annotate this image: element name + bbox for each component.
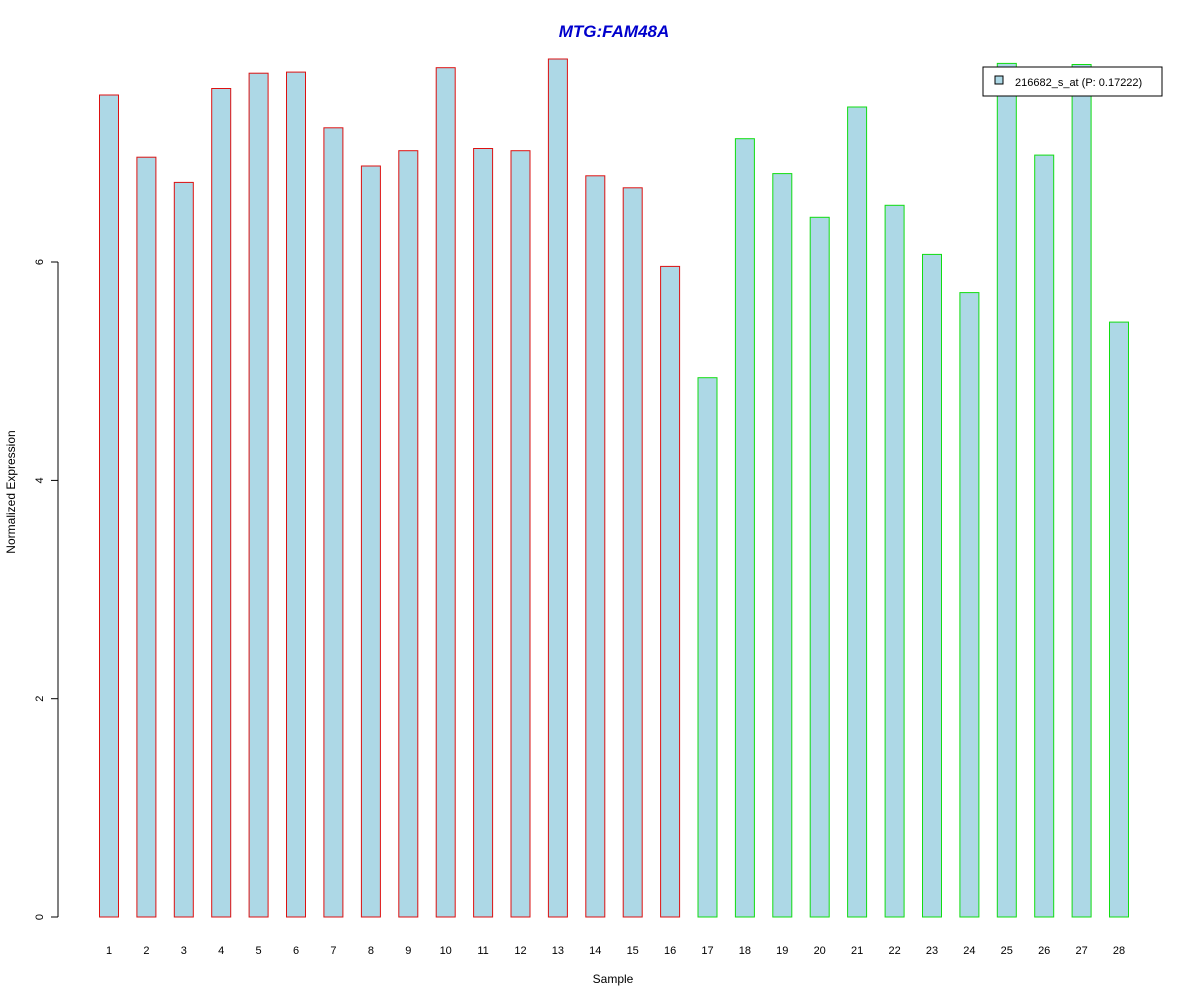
y-tick-label: 6 [34, 259, 46, 265]
x-tick-label: 18 [739, 945, 751, 957]
x-tick-label: 26 [1038, 945, 1050, 957]
x-tick-label: 27 [1075, 945, 1087, 957]
bar-sample-22 [884, 204, 905, 918]
x-tick-labels: 1 2 3 4 5 6 7 8 9 10 11 12 13 14 15 16 17 18 19 20 21 22 23 24 2… [106, 945, 1125, 957]
x-tick-label: 6 [293, 945, 299, 957]
bar-sample-21 [847, 106, 868, 918]
y-axis-label: Normalized Expression [4, 430, 18, 553]
legend-box [982, 66, 1163, 97]
bar-sample-26 [1034, 154, 1055, 918]
bar-sample-17 [697, 377, 718, 918]
bar-sample-20 [809, 216, 830, 918]
y-tick-label: 2 [34, 696, 46, 702]
x-tick-label: 28 [1113, 945, 1125, 957]
y-tick-label: 4 [34, 477, 46, 483]
y-axis: 0 2 4 6 [34, 259, 59, 920]
x-tick-label: 9 [405, 945, 411, 957]
x-axis-label: Sample [593, 972, 634, 986]
x-tick-label: 24 [963, 945, 975, 957]
bar-sample-28 [1109, 321, 1129, 918]
x-tick-label: 23 [926, 945, 938, 957]
chart-title: MTG:FAM48A [559, 22, 670, 41]
x-tick-label: 7 [330, 945, 336, 957]
x-tick-label: 14 [589, 945, 601, 957]
x-tick-label: 4 [218, 945, 224, 957]
bar-sample-13 [547, 58, 568, 918]
x-tick-label: 13 [552, 945, 564, 957]
x-tick-label: 11 [477, 945, 488, 957]
x-tick-label: 2 [143, 945, 149, 957]
x-tick-label: 17 [701, 945, 713, 957]
x-tick-label: 20 [814, 945, 826, 957]
bar-sample-1 [99, 94, 119, 918]
bar-sample-11 [473, 148, 494, 918]
bar-sample-25 [996, 62, 1017, 918]
bar-sample-8 [360, 165, 381, 918]
bar-sample-23 [922, 253, 942, 918]
bar-sample-18 [734, 138, 755, 918]
bar-sample-24 [959, 292, 980, 918]
x-tick-label: 10 [440, 945, 452, 957]
x-tick-label: 3 [181, 945, 187, 957]
bar-sample-2 [136, 156, 157, 918]
x-tick-label: 8 [368, 945, 374, 957]
bar-sample-27 [1071, 64, 1092, 918]
bars-group [99, 58, 1129, 918]
x-tick-label: 15 [627, 945, 639, 957]
x-tick-label: 12 [514, 945, 526, 957]
legend-swatch [994, 75, 1004, 85]
x-tick-label: 19 [776, 945, 788, 957]
bar-sample-6 [286, 71, 306, 918]
x-tick-label: 1 [106, 945, 112, 957]
bar-sample-3 [173, 181, 194, 918]
y-tick-label: 0 [34, 914, 46, 920]
bar-sample-7 [323, 127, 344, 918]
bar-sample-14 [585, 175, 606, 918]
legend-label: 216682_s_at (P: 0.17222) [1015, 77, 1142, 89]
x-tick-label: 5 [256, 945, 262, 957]
x-tick-label: 22 [888, 945, 900, 957]
bar-sample-15 [622, 187, 643, 918]
bar-sample-5 [248, 72, 269, 918]
bar-sample-9 [398, 150, 419, 918]
x-tick-label: 25 [1001, 945, 1013, 957]
bar-sample-4 [211, 88, 232, 918]
x-tick-label: 21 [851, 945, 863, 957]
bar-sample-10 [435, 67, 456, 918]
bar-sample-16 [660, 265, 681, 918]
x-tick-label: 16 [664, 945, 676, 957]
bar-sample-12 [510, 150, 531, 918]
bar-sample-19 [772, 173, 793, 918]
legend: 216682_s_at (P: 0.17222) [982, 66, 1163, 97]
